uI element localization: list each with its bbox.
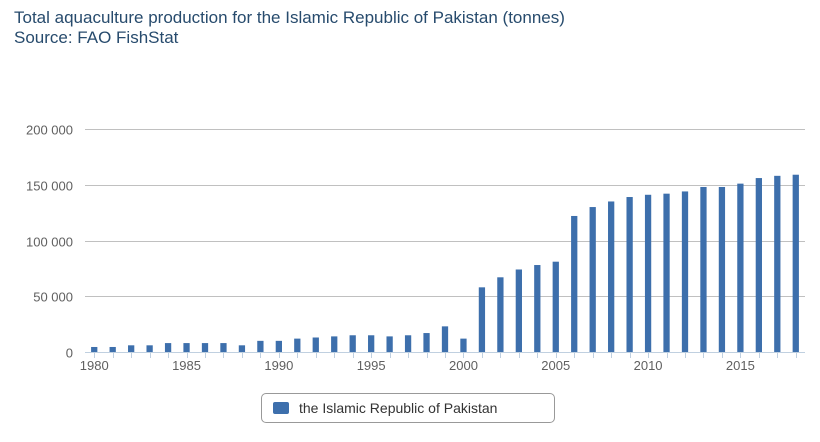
- bar[interactable]: [238, 345, 246, 352]
- x-tick-label: 2015: [726, 358, 755, 373]
- bar[interactable]: [368, 335, 375, 352]
- bar[interactable]: [737, 183, 744, 352]
- bar[interactable]: [644, 194, 652, 352]
- bar[interactable]: [404, 335, 412, 352]
- bar[interactable]: [91, 346, 98, 352]
- bar[interactable]: [774, 175, 781, 352]
- y-tick-label: 200 000: [26, 123, 73, 138]
- chart-subtitle: Source: FAO FishStat: [14, 28, 179, 47]
- grid-lines: [85, 129, 805, 297]
- bar[interactable]: [423, 333, 430, 352]
- bar[interactable]: [681, 191, 689, 352]
- bar[interactable]: [109, 346, 116, 352]
- bar[interactable]: [718, 186, 726, 352]
- bar[interactable]: [552, 261, 559, 352]
- bar[interactable]: [220, 343, 227, 352]
- legend-label: the Islamic Republic of Pakistan: [299, 400, 498, 416]
- bar[interactable]: [755, 178, 762, 352]
- y-tick-label: 0: [66, 346, 73, 361]
- bar[interactable]: [460, 338, 467, 352]
- bar[interactable]: [515, 269, 522, 352]
- bar[interactable]: [257, 340, 264, 352]
- bar[interactable]: [183, 343, 190, 352]
- x-tick-label: 2005: [541, 358, 570, 373]
- bar[interactable]: [534, 265, 541, 352]
- bar[interactable]: [331, 336, 338, 352]
- bar[interactable]: [792, 174, 799, 352]
- x-tick-label: 1985: [172, 358, 201, 373]
- x-axis: 1980 1985 1990 1995 2000 2005 2010 2015: [80, 352, 805, 373]
- x-tick-label: 2010: [634, 358, 663, 373]
- y-tick-label: 50 000: [33, 290, 73, 305]
- legend[interactable]: the Islamic Republic of Pakistan: [261, 393, 555, 423]
- x-tick-label: 1990: [264, 358, 293, 373]
- bar[interactable]: [275, 340, 282, 352]
- bar[interactable]: [349, 335, 356, 352]
- y-tick-label: 100 000: [26, 235, 73, 250]
- bar[interactable]: [312, 337, 319, 353]
- bar[interactable]: [497, 277, 504, 352]
- bar-series: [91, 174, 799, 353]
- bar[interactable]: [164, 343, 172, 352]
- y-tick-label: 150 000: [26, 179, 73, 194]
- x-tick-label: 1995: [357, 358, 386, 373]
- bar[interactable]: [571, 215, 578, 352]
- bar[interactable]: [700, 186, 707, 352]
- bar[interactable]: [201, 343, 209, 352]
- bar[interactable]: [146, 345, 153, 352]
- bar[interactable]: [128, 345, 135, 352]
- y-axis: 0 50 000 100 000 150 000 200 000: [26, 123, 73, 361]
- bar[interactable]: [608, 201, 615, 352]
- chart-title: Total aquaculture production for the Isl…: [14, 8, 565, 27]
- bar[interactable]: [386, 336, 393, 352]
- bar[interactable]: [626, 197, 633, 352]
- chart-title-block: Total aquaculture production for the Isl…: [14, 8, 565, 48]
- legend-swatch: [273, 402, 289, 414]
- x-tick-label: 1980: [80, 358, 109, 373]
- bar[interactable]: [589, 207, 596, 352]
- bar[interactable]: [294, 338, 301, 352]
- bar[interactable]: [441, 326, 449, 352]
- bar[interactable]: [478, 287, 486, 352]
- bar[interactable]: [663, 193, 670, 352]
- x-tick-label: 2000: [449, 358, 478, 373]
